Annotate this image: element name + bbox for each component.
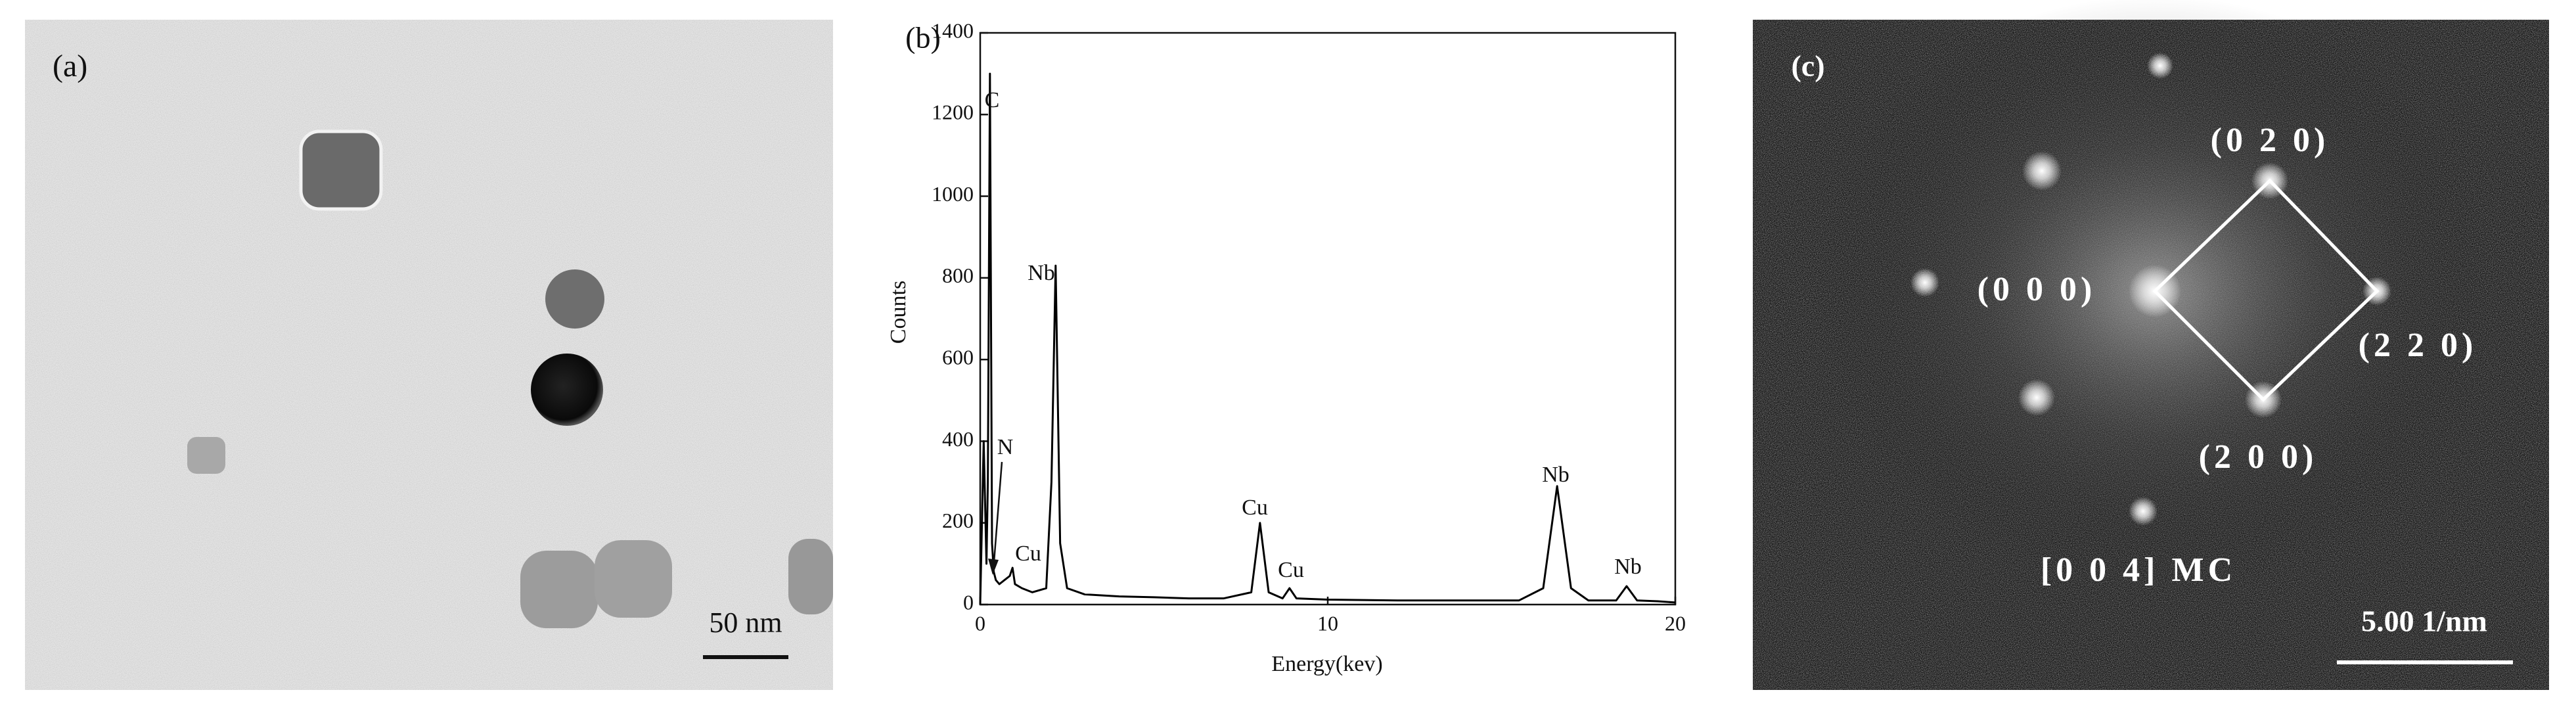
spot [2022, 151, 2062, 191]
y-tick-label: 1000 [932, 182, 974, 206]
x-tick-label: 0 [975, 611, 985, 635]
particle [531, 354, 603, 426]
scale-bar-label: 5.00 1/nm [2361, 605, 2487, 638]
spot [2018, 379, 2055, 416]
particle [545, 269, 604, 329]
peak-label: N [997, 435, 1014, 459]
zone-axis-label: [0 0 4] MC [2041, 551, 2236, 589]
panel-c: (c) (0 2 0) (0 0 0) (2 2 0) (2 0 0) [0 0… [1753, 0, 2549, 690]
plot-frame [979, 32, 1677, 606]
x-axis-label: Energy(kev) [1271, 652, 1382, 676]
y-tick-label: 600 [942, 345, 974, 369]
particle [520, 551, 598, 628]
panel-label: (b) [905, 21, 941, 55]
spot [1910, 268, 1939, 297]
peak-label: Cu [1015, 541, 1041, 566]
y-axis-label: Counts [886, 281, 911, 344]
particle [299, 129, 383, 211]
scale-bar-label: 50 nm [709, 607, 782, 639]
annotation-arrow [992, 461, 1003, 571]
panel-b: (b) Counts Energy(kev) 02004006008001000… [886, 18, 1686, 676]
y-tick-label: 0 [963, 590, 974, 614]
panel-label: (a) [53, 49, 87, 83]
peak-label: Nb [1542, 463, 1570, 487]
particle [788, 539, 833, 614]
y-tick-label: 1200 [932, 101, 974, 124]
peak-label: Nb [1028, 261, 1055, 285]
particle [187, 437, 225, 474]
x-tick-label: 20 [1665, 611, 1686, 635]
unit-cell [2152, 178, 2380, 402]
y-tick-label: 800 [942, 264, 974, 287]
spectrum-line [979, 72, 1676, 605]
y-tick-label: 1400 [932, 18, 974, 42]
particle [595, 540, 672, 618]
spot-label: (0 2 0) [2211, 122, 2330, 159]
y-tick-label: 200 [942, 509, 974, 532]
spot-label: (2 2 0) [2359, 327, 2477, 364]
peak-label: Cu [1242, 495, 1268, 520]
panel-a: (a) 50 nm [25, 20, 833, 690]
spot-label: (2 0 0) [2199, 438, 2318, 476]
spot [2147, 53, 2173, 79]
image-texture [25, 20, 833, 690]
peak-label: Nb [1614, 555, 1642, 579]
panel-label: (c) [1791, 49, 1824, 83]
spot [2129, 497, 2158, 526]
arrow-head [988, 559, 999, 575]
x-tick-label: 10 [1317, 611, 1338, 635]
peak-label: C [985, 88, 1000, 112]
y-tick-label: 400 [942, 427, 974, 451]
peak-label: Cu [1278, 558, 1304, 582]
spot-label: (0 0 0) [1977, 271, 2096, 308]
